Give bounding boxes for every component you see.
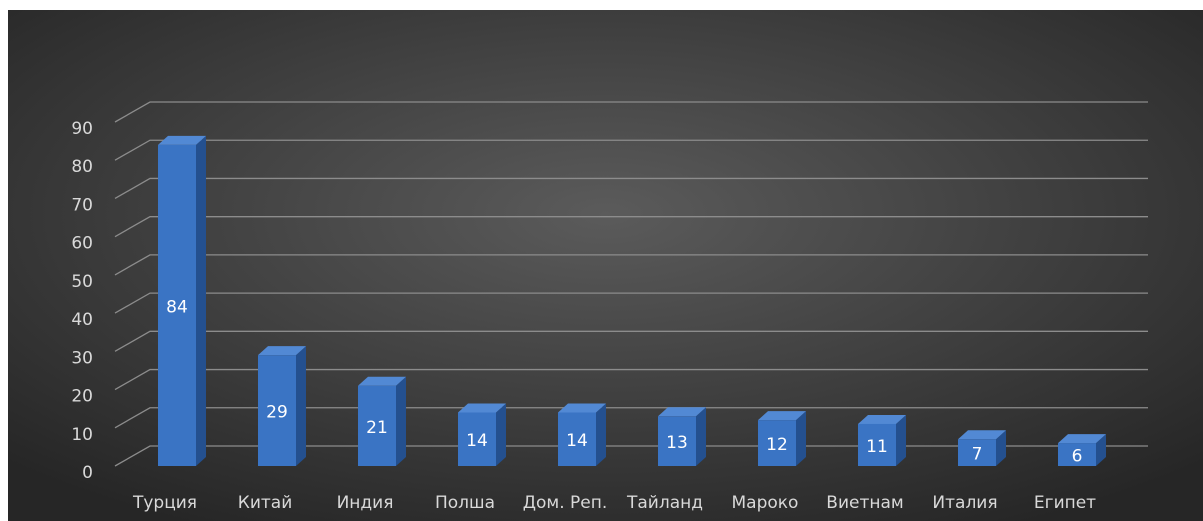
bar-top xyxy=(758,411,806,421)
x-tick-label: Мароко xyxy=(732,493,799,513)
y-tick-label: 0 xyxy=(82,463,93,483)
bar xyxy=(958,439,996,466)
y-tick-label: 70 xyxy=(71,195,93,215)
y-tick-label: 60 xyxy=(71,234,93,254)
bar-side xyxy=(796,411,806,466)
x-tick-label: Тайланд xyxy=(626,493,703,513)
bar-top xyxy=(158,135,206,145)
y-tick-label: 80 xyxy=(71,157,93,177)
bar xyxy=(458,412,496,466)
grid-line xyxy=(114,407,1148,429)
value-label: 13 xyxy=(666,433,688,453)
bar xyxy=(258,355,296,466)
grid-line xyxy=(114,368,1148,391)
bar-side xyxy=(396,376,406,466)
value-label: 14 xyxy=(466,431,488,451)
value-label: 84 xyxy=(166,297,188,317)
bar-side xyxy=(196,135,206,466)
y-tick-label: 40 xyxy=(71,310,93,330)
bar-side xyxy=(896,414,906,466)
bar xyxy=(858,423,896,466)
grid-line xyxy=(114,292,1148,314)
bar-top xyxy=(858,414,906,424)
grid-line xyxy=(114,101,1148,123)
bar-top xyxy=(358,376,406,386)
grid-line xyxy=(114,216,1148,238)
bar-top xyxy=(558,403,606,413)
bar-top xyxy=(258,346,306,356)
grid-line xyxy=(114,139,1148,161)
bar xyxy=(658,416,696,466)
x-tick-label: Египет xyxy=(1034,493,1096,513)
x-tick-label: Китай xyxy=(238,493,293,513)
x-tick-label: Индия xyxy=(337,493,394,513)
value-label: 29 xyxy=(266,403,288,423)
y-tick-label: 10 xyxy=(71,425,93,445)
bar-side xyxy=(596,403,606,466)
bar-side xyxy=(496,403,506,466)
x-tick-label: Италия xyxy=(932,493,997,513)
bar-top xyxy=(458,403,506,413)
y-tick-label: 50 xyxy=(71,272,93,292)
bar xyxy=(158,144,196,466)
grid-line xyxy=(114,445,1148,467)
bar-side xyxy=(696,407,706,466)
grid-line xyxy=(114,330,1148,352)
grid-line xyxy=(114,254,1148,276)
value-label: 14 xyxy=(566,431,588,451)
x-tick-label: Полша xyxy=(435,493,495,513)
bar-top xyxy=(658,407,706,417)
bar-side xyxy=(296,346,306,466)
x-tick-label: Виетнам xyxy=(826,493,903,513)
value-label: 12 xyxy=(766,435,788,455)
y-tick-label: 30 xyxy=(71,348,93,368)
y-tick-label: 90 xyxy=(71,119,93,139)
bar-top xyxy=(1058,434,1106,444)
bar xyxy=(358,385,396,466)
value-label: 11 xyxy=(866,437,888,457)
bar-side xyxy=(996,430,1006,466)
bar xyxy=(758,420,796,466)
y-tick-label: 20 xyxy=(71,387,93,407)
bar xyxy=(1058,443,1096,466)
value-label: 7 xyxy=(972,445,983,465)
x-tick-label: Дом. Реп. xyxy=(523,493,608,513)
bar xyxy=(558,412,596,466)
value-label: 6 xyxy=(1072,447,1083,467)
bar-side xyxy=(1096,434,1106,466)
value-label: 21 xyxy=(366,418,388,438)
bar-top xyxy=(958,430,1006,440)
grid-line xyxy=(114,177,1148,200)
x-tick-label: Турция xyxy=(132,493,197,513)
